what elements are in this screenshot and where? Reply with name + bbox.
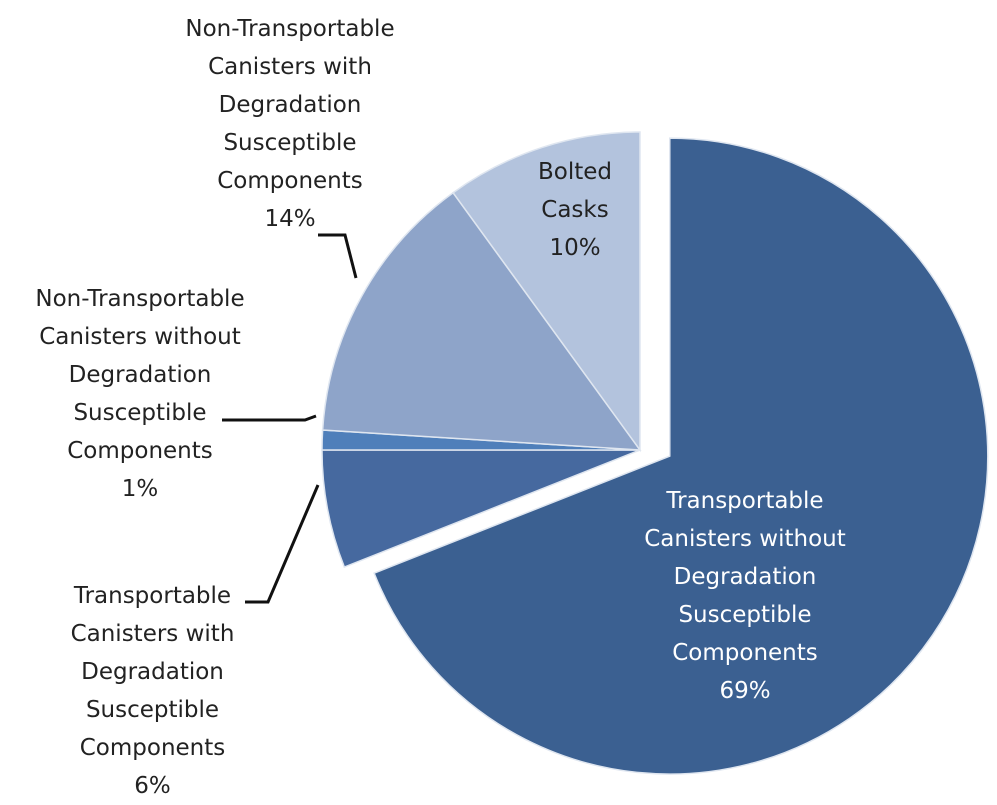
label-name: Non-Transportable Canisters without Degr…: [35, 286, 245, 464]
label-name: Bolted Casks: [537, 159, 612, 223]
pie-slice: [321, 449, 641, 569]
leader-line: [222, 414, 317, 422]
label-value: 6%: [134, 773, 171, 799]
label-name: Transportable Canisters with Degradation…: [70, 583, 235, 761]
pie-slice: [373, 137, 989, 775]
label-value: 1%: [121, 476, 159, 502]
slice-label: Transportable Canisters with Degradation…: [40, 577, 265, 805]
pie-slice: [452, 131, 641, 453]
slice-label: Transportable Canisters without Degradat…: [615, 482, 875, 710]
label-value: 69%: [719, 678, 771, 704]
slice-label: Bolted Casks 10%: [525, 153, 625, 267]
label-value: 10%: [549, 235, 601, 261]
leader-line: [245, 484, 320, 604]
label-name: Non-Transportable Canisters with Degrada…: [185, 16, 395, 194]
label-name: Transportable Canisters without Degradat…: [644, 488, 846, 666]
slice-label: Non-Transportable Canisters without Degr…: [5, 280, 275, 508]
label-value: 14%: [264, 206, 316, 232]
slice-label: Non-Transportable Canisters with Degrada…: [155, 10, 425, 238]
leader-line: [318, 233, 358, 279]
pie-slice: [321, 191, 642, 451]
